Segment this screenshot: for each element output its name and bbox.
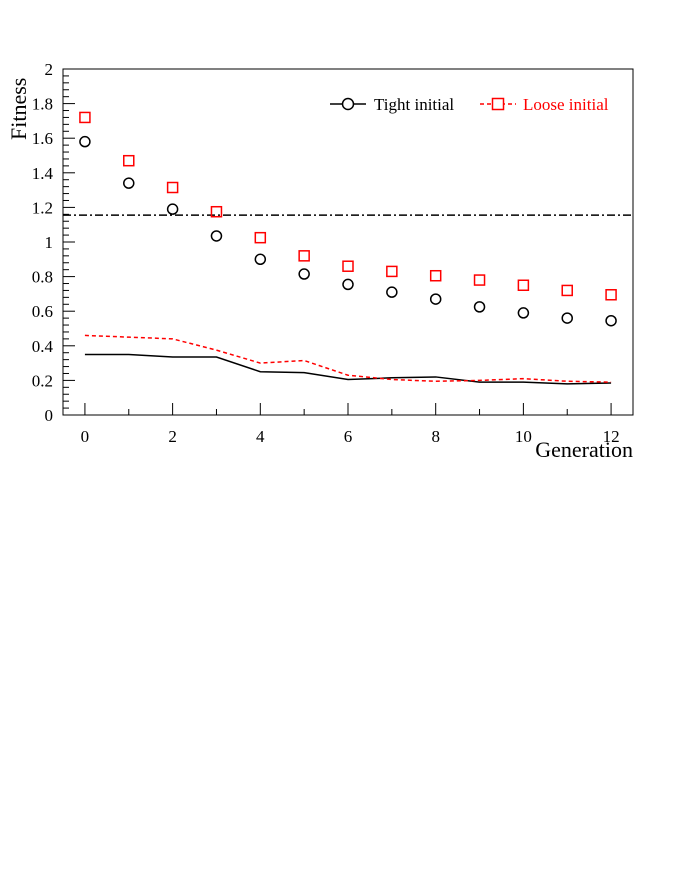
loose-initial-point [254,231,267,244]
x-tick-label: 4 [256,427,265,446]
legend-loose-marker [491,97,505,111]
plot-frame [62,68,634,416]
y-tick-label: 0.6 [32,302,53,321]
x-tick-label: 12 [603,427,620,446]
x-tick-label: 8 [431,427,440,446]
legend: Tight initial Loose initial [330,95,609,114]
tight-initial-point [342,278,354,291]
tight-initial-point [605,314,617,327]
loose-initial-point [561,284,573,297]
tight-initial-line [84,353,612,385]
legend-tight-label: Tight initial [374,95,454,114]
tight-initial-point [123,177,135,189]
loose-initial-point [298,250,310,262]
x-tick-label: 0 [81,427,90,446]
tight-initial-point [429,293,442,305]
y-tick-label: 0.4 [32,337,54,356]
y-axis-title: Fitness [6,78,31,140]
tight-initial-point [254,253,267,266]
y-tick-label: 2 [45,60,54,79]
tight-initial-point [79,135,91,148]
loose-initial-point [342,260,354,272]
loose-initial-point [517,279,530,291]
loose-initial-point [210,205,223,218]
y-tick-label: 1 [45,233,54,252]
loose-initial-point [166,181,179,194]
y-tick-label: 1.6 [32,129,53,148]
axis-ticks: 0 0.2 0.4 0.6 0.8 1 1.2 1.4 1.6 1.8 2 0 2 4 6 8 10 12 [32,60,620,446]
legend-tight-marker [341,97,355,111]
y-tick-label: 0 [45,406,54,425]
x-tick-label: 10 [515,427,532,446]
tight-initial-point [210,230,223,242]
tight-initial-point [561,312,573,324]
y-tick-label: 1.8 [32,95,53,114]
series-markers [79,111,617,327]
x-tick-label: 2 [168,427,177,446]
loose-initial-point [605,289,617,301]
x-axis-title: Generation [535,437,633,462]
y-tick-label: 0.2 [32,371,53,390]
y-tick-label: 0.8 [32,268,53,287]
y-tick-label: 1.4 [32,164,54,183]
loose-initial-point [473,274,486,286]
legend-loose-label: Loose initial [523,95,609,114]
y-tick-label: 1.2 [32,198,53,217]
loose-initial-point [429,269,442,282]
loose-initial-point [123,154,135,167]
tight-initial-point [473,301,486,313]
tight-initial-point [517,307,530,319]
loose-initial-point [79,111,91,124]
x-tick-label: 6 [344,427,353,446]
tight-initial-point [298,268,310,280]
tight-initial-point [166,203,179,215]
series-lines [84,334,612,385]
loose-initial-point [386,265,398,278]
loose-initial-line [84,334,612,383]
tight-initial-point [386,286,398,298]
